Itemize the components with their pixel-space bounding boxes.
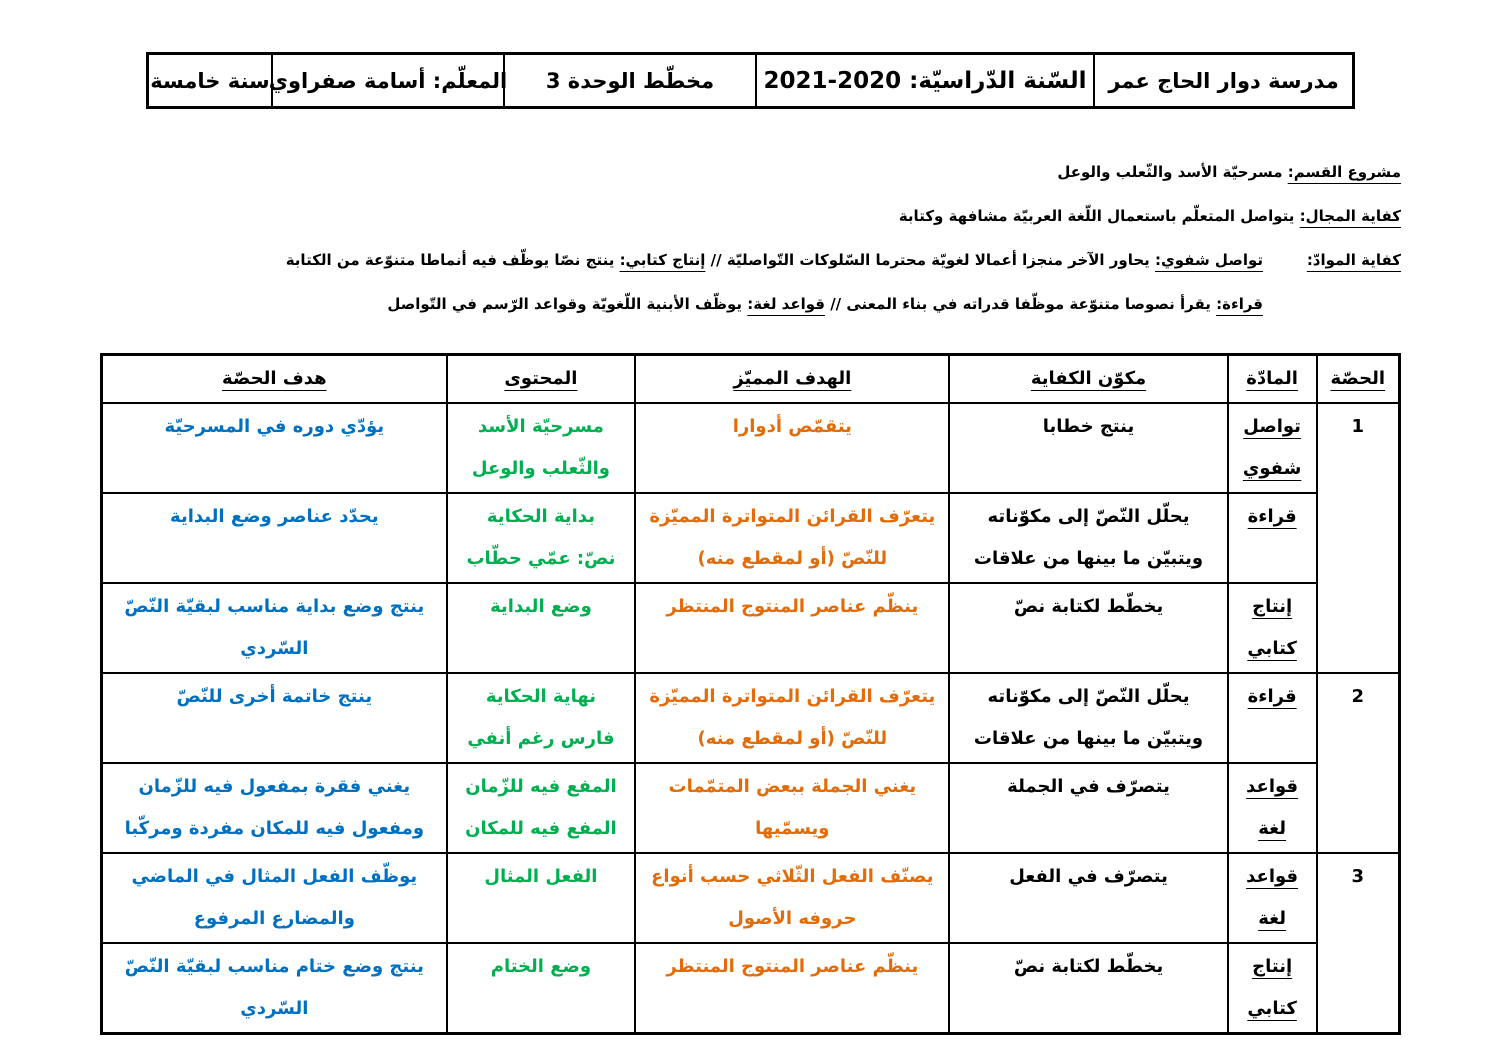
teacher-name: المعلّم: أسامة صفراوي [269,55,507,106]
competency-component-cell: يتصرّف في الجملة [948,762,1229,854]
table-row: إنتاج كتابي يخطّط لكتابة نصّ ينظّم عناصر ا… [100,942,1400,1035]
competencies-block: مشروع القسم: مسرحيّة الأسد والثّعلب والو… [286,152,1401,328]
domain-label: كفاية المجال: [1299,207,1401,225]
content-cell: بداية الحكاية نصّ: عمّي حطّاب [445,492,637,584]
table-row: 2 قراءة يحلّل النّصّ إلى مكوّناته ويتبيّن … [100,672,1401,854]
lesson-goal-cell: يحدّد عناصر وضع البداية [100,492,448,584]
domain-competency: كفاية المجال: يتواصل المتعلّم باستعمال ا… [286,196,1401,240]
header-content: المحتوى [445,353,637,404]
competency-component-cell: يتصرّف في الفعل [948,852,1229,944]
subjects-label-wrap: كفاية الموادّ: [1301,240,1401,280]
grade: سنة خامسة [150,68,270,93]
lesson-goal-cell: ينتج وضع بداية مناسب لبقيّة النّصّ السّر… [100,582,448,674]
project-label: مشروع القسم: [1287,163,1401,181]
subject-cell: قواعد لغة [1226,852,1318,944]
header-lesson-goal: هدف الحصّة [100,353,448,404]
unit-plan-table: الحصّة المادّة مكوّن الكفاية الهدف المميّز ا… [100,353,1401,1035]
subjects-competency-2: قراءة: يقرأ نصوصا متنوّعة موظّفا قدراته … [286,284,1401,328]
competency-component-cell: يخطّط لكتابة نصّ [948,582,1229,674]
reading-label: قراءة: [1216,295,1263,313]
table-row: 1 تواصل شفوي ينتج خطابا يتقمّص أدوارا مسرحيّ… [100,402,1401,674]
header-table: مدرسة دوار الحاج عمر السّنة الدّراسيّة: … [146,52,1355,109]
lesson-goal-cell: يوظّف الفعل المثال في الماضي والمضارع ال… [100,852,448,944]
grammar-value: يوظّف الأبنية اللّغويّة وقواعد الرّسم في… [387,295,748,313]
lesson-goal-cell: ينتج وضع ختام مناسب لبقيّة النّصّ السّرد… [100,942,448,1035]
oral-value: يحاور الآخر منجزا أعمالا لغويّة محترما ا… [705,251,1156,269]
school-name: مدرسة دوار الحاج عمر [1093,55,1352,106]
table-header-row: الحصّة المادّة مكوّن الكفاية الهدف المميّز ا… [100,353,1401,404]
content-cell: مسرحيّة الأسد والثّعلب والوعل [445,402,637,494]
class-project: مشروع القسم: مسرحيّة الأسد والثّعلب والو… [286,152,1401,196]
writing-label: إنتاج كتابي: [619,251,706,269]
subjects-label: كفاية الموادّ: [1306,251,1401,269]
distinctive-goal-cell: يتعرّف القرائن المتواترة المميّزة للنّصّ… [634,492,951,584]
content-cell: نهاية الحكاية فارس رغم أنفي [445,672,637,764]
competency-component-cell: ينتج خطابا [948,402,1229,494]
subject-cell: إنتاج كتابي [1226,582,1318,674]
subject-cell: تواصل شفوي [1226,402,1318,494]
subject-cell: قراءة [1226,672,1318,764]
table-row: 3 قواعد لغة يتصرّف في الفعل يصنّف الفعل الث… [100,852,1401,1035]
distinctive-goal-cell: يغني الجملة ببعض المتمّمات ويسمّيها [634,762,951,854]
subjects-competency: كفاية الموادّ: تواصل شفوي: يحاور الآخر من… [286,240,1401,284]
header-subject: المادّة [1226,353,1318,404]
lesson-goal-cell: يغني فقرة بمفعول فيه للزّمان ومفعول فيه … [100,762,448,854]
subject-cell: إنتاج كتابي [1226,942,1318,1035]
table-row: قراءة يحلّل النّصّ إلى مكوّناته ويتبيّن م… [100,492,1400,584]
distinctive-goal-cell: ينظّم عناصر المنتوج المنتظر [634,942,951,1035]
project-value: مسرحيّة الأسد والثّعلب والوعل [1057,163,1288,181]
distinctive-goal-cell: يتعرّف القرائن المتواترة المميّزة للنّصّ… [634,672,951,764]
subject-cell: قراءة [1226,492,1318,584]
header-component: مكوّن الكفاية [948,353,1229,404]
content-cell: وضع البداية [445,582,637,674]
distinctive-goal-cell: يصنّف الفعل الثّلاثي حسب أنواع حروفه الأ… [634,852,951,944]
domain-value: يتواصل المتعلّم باستعمال اللّغة العربيّة… [898,207,1300,225]
table-body: 1 تواصل شفوي ينتج خطابا يتقمّص أدوارا مسرحيّ… [100,402,1401,1035]
distinctive-goal-cell: يتقمّص أدوارا [634,402,951,494]
competency-component-cell: يخطّط لكتابة نصّ [948,942,1229,1035]
table-row: قواعد لغة يتصرّف في الجملة يغني الجملة ببع… [100,762,1400,854]
distinctive-goal-cell: ينظّم عناصر المنتوج المنتظر [634,582,951,674]
lesson-goal-cell: يؤدّي دوره في المسرحيّة [100,402,448,494]
subject-cell: قواعد لغة [1226,762,1318,854]
header-session: الحصّة [1315,353,1401,404]
table-row: إنتاج كتابي يخطّط لكتابة نصّ ينظّم عناصر ا… [100,582,1400,674]
school-year: السّنة الدّراسيّة: 2020-2021 [755,55,1093,106]
header-goal: الهدف المميّز [634,353,951,404]
content-cell: وضع الختام [445,942,637,1035]
grammar-label: قواعد لغة: [747,295,825,313]
competency-component-cell: يحلّل النّصّ إلى مكوّناته ويتبيّن ما بين… [948,672,1229,764]
competency-component-cell: يحلّل النّصّ إلى مكوّناته ويتبيّن ما بين… [948,492,1229,584]
lesson-goal-cell: ينتج خاتمة أخرى للنّصّ [100,672,448,764]
session-number: 2 [1315,672,1401,854]
content-cell: المفع فيه للزّمان المفع فيه للمكان [445,762,637,854]
reading-value: يقرأ نصوصا متنوّعة موظّفا قدراته في بناء… [824,295,1217,313]
content-cell: الفعل المثال [445,852,637,944]
unit-title: مخطّط الوحدة 3 [503,55,755,106]
spacer [1263,251,1301,269]
oral-label: تواصل شفوي: [1155,251,1263,269]
session-number: 3 [1315,852,1401,1035]
session-number: 1 [1315,402,1401,674]
writing-value: ينتج نصّا يوظّف فيه أنماطا متنوّعة من ال… [285,251,620,269]
